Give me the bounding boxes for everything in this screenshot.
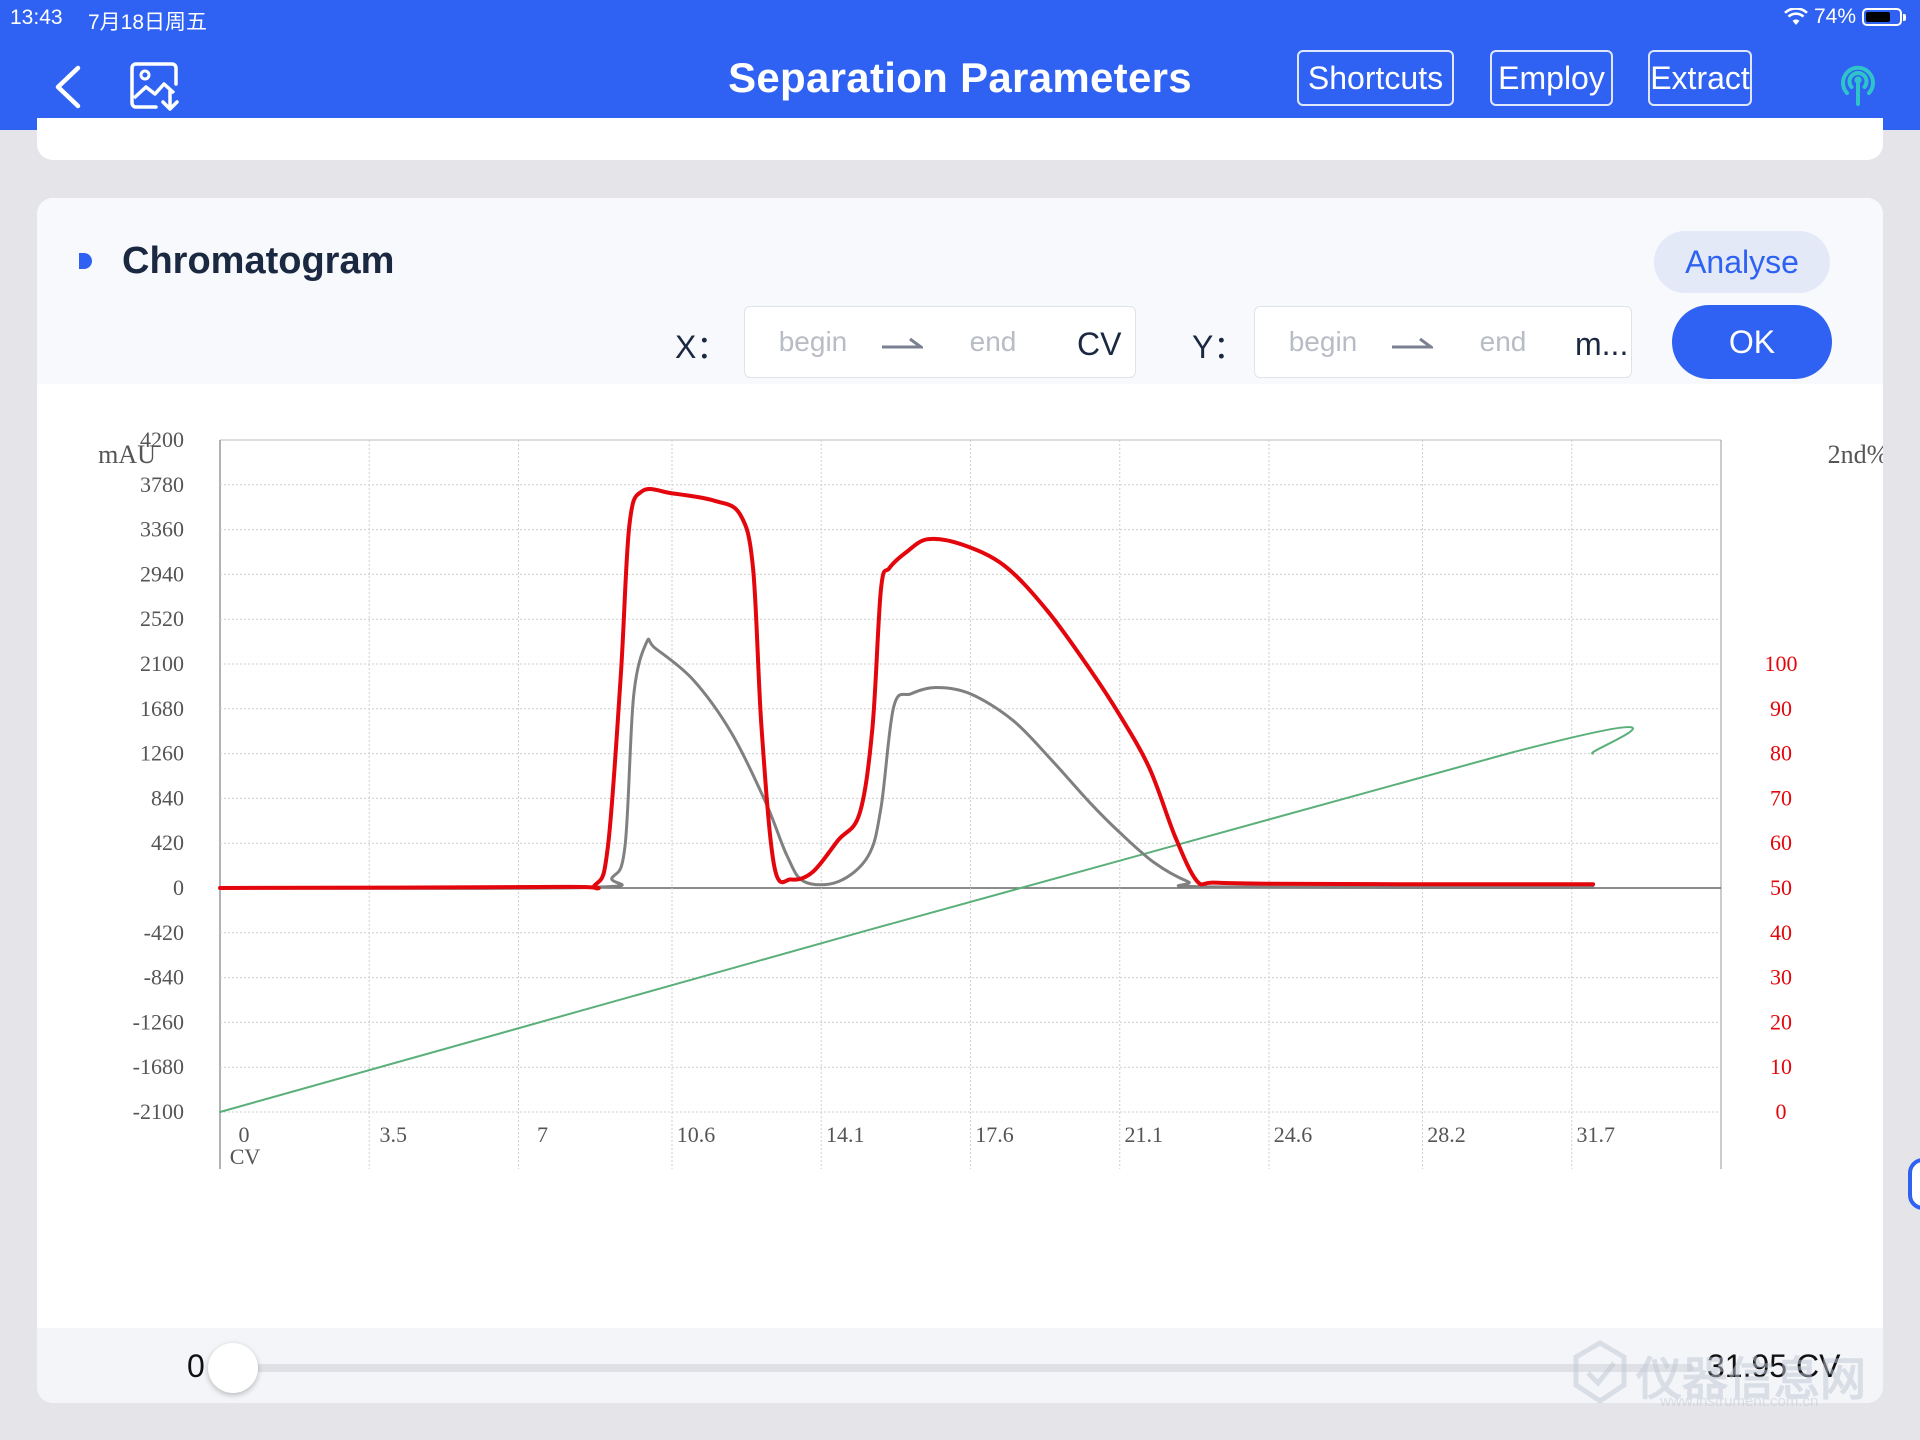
y2-tick-label: 0 — [1776, 1099, 1787, 1124]
y-end-input[interactable] — [1453, 323, 1553, 361]
signal-broadcast-icon[interactable] — [1832, 56, 1884, 108]
y2-axis-title: 2nd% — [1828, 440, 1883, 469]
y2-tick-label: 60 — [1770, 830, 1792, 855]
page-title: Separation Parameters — [728, 54, 1192, 101]
x-tick-label: 7 — [537, 1122, 548, 1147]
wifi-icon — [1784, 8, 1808, 25]
employ-button[interactable]: Employ — [1490, 50, 1613, 106]
ok-button[interactable]: OK — [1672, 305, 1832, 379]
chromatogram-header: Chromatogram Analyse X： CV Y： m... OK — [37, 198, 1883, 384]
uv-red-series — [218, 487, 1596, 891]
chromatogram-chart[interactable]: 420037803360294025202100168012608404200-… — [37, 418, 1883, 1218]
y-tick-label: -2100 — [133, 1099, 184, 1124]
y-begin-input[interactable] — [1273, 323, 1373, 361]
x-tick-label: 14.1 — [826, 1122, 865, 1147]
x-end-input[interactable] — [943, 323, 1043, 361]
y-range-label: Y： — [1192, 329, 1246, 365]
x-begin-input[interactable] — [763, 323, 863, 361]
shortcuts-button[interactable]: Shortcuts — [1297, 50, 1454, 106]
watermark-text: 仪器信息网 — [1636, 1353, 1866, 1405]
floating-edge-handle[interactable] — [1908, 1158, 1920, 1210]
top-navigation-bar: 13:43 7月18日周五 74% Separation Parameters … — [0, 0, 1920, 130]
x-range-field: CV — [744, 306, 1136, 378]
y-tick-label: 420 — [151, 830, 184, 855]
status-time: 13:43 — [10, 6, 63, 29]
y2-tick-label: 20 — [1770, 1009, 1792, 1034]
gradient-series — [219, 726, 1634, 1113]
chromatogram-card: Chromatogram Analyse X： CV Y： m... OK 42… — [37, 198, 1883, 1403]
y-tick-label: -1680 — [133, 1054, 184, 1079]
battery-icon — [1862, 8, 1906, 26]
y-axis-title: mAU — [98, 440, 156, 469]
y-tick-label: 1680 — [140, 696, 184, 721]
x-tick-label: 24.6 — [1274, 1122, 1313, 1147]
y2-tick-label: 70 — [1770, 785, 1792, 810]
x-tick-label: 31.7 — [1577, 1122, 1616, 1147]
y-tick-label: 2940 — [140, 561, 184, 586]
y2-tick-label: 50 — [1770, 875, 1792, 900]
x-tick-label: 21.1 — [1124, 1122, 1163, 1147]
y-tick-label: -420 — [144, 920, 184, 945]
status-bar: 13:43 7月18日周五 74% — [0, 0, 1920, 36]
y2-tick-label: 40 — [1770, 920, 1792, 945]
extract-button[interactable]: Extract — [1648, 50, 1752, 106]
y-unit: m... — [1575, 326, 1629, 362]
status-date: 7月18日周五 — [88, 11, 208, 34]
y2-tick-label: 90 — [1770, 696, 1792, 721]
watermark-url: www.instrument.com.cn — [1660, 1393, 1819, 1410]
x-tick-label: 28.2 — [1427, 1122, 1466, 1147]
cv-slider-thumb[interactable] — [208, 1343, 258, 1393]
range-arrow-icon — [882, 337, 923, 349]
y-tick-label: 2520 — [140, 606, 184, 631]
x-tick-label: 10.6 — [677, 1122, 716, 1147]
y-tick-label: -1260 — [133, 1009, 184, 1034]
y2-tick-label: 100 — [1765, 651, 1798, 676]
uv-gray-series — [218, 637, 1595, 890]
y-tick-label: -840 — [144, 965, 184, 990]
image-download-icon[interactable] — [130, 60, 184, 112]
y-tick-label: 0 — [173, 875, 184, 900]
slider-min-label: 0 — [187, 1348, 205, 1384]
slider-max-label: 31.95 CV — [1707, 1348, 1841, 1384]
y2-tick-label: 80 — [1770, 741, 1792, 766]
y-tick-label: 2100 — [140, 651, 184, 676]
range-arrow-icon — [1392, 337, 1433, 349]
y-tick-label: 840 — [151, 785, 184, 810]
section-title: Chromatogram — [122, 240, 395, 282]
watermark: 仪器信息网 www.instrument.com.cn — [1570, 1335, 1910, 1415]
watermark-logo-icon — [1573, 1340, 1627, 1405]
x-range-label: X： — [675, 329, 729, 365]
y-tick-label: 3780 — [140, 472, 184, 497]
x-tick-label: 0 — [239, 1122, 250, 1147]
y-range-field: m... — [1254, 306, 1632, 378]
y-tick-label: 4200 — [140, 427, 184, 452]
status-indicators: 74% — [1784, 5, 1906, 29]
back-chevron-icon[interactable] — [48, 62, 92, 112]
cv-slider-track[interactable] — [234, 1364, 1694, 1372]
section-marker-icon — [79, 253, 92, 269]
analyse-button[interactable]: Analyse — [1654, 231, 1830, 293]
x-unit: CV — [1077, 326, 1122, 362]
x-axis-title: CV — [230, 1144, 261, 1169]
battery-percent: 74% — [1813, 5, 1856, 28]
y2-tick-label: 30 — [1770, 965, 1792, 990]
x-tick-label: 17.6 — [975, 1122, 1014, 1147]
previous-section-card — [37, 118, 1883, 160]
y2-tick-label: 10 — [1770, 1054, 1792, 1079]
y-tick-label: 3360 — [140, 517, 184, 542]
x-tick-label: 3.5 — [379, 1122, 407, 1147]
y-tick-label: 1260 — [140, 741, 184, 766]
